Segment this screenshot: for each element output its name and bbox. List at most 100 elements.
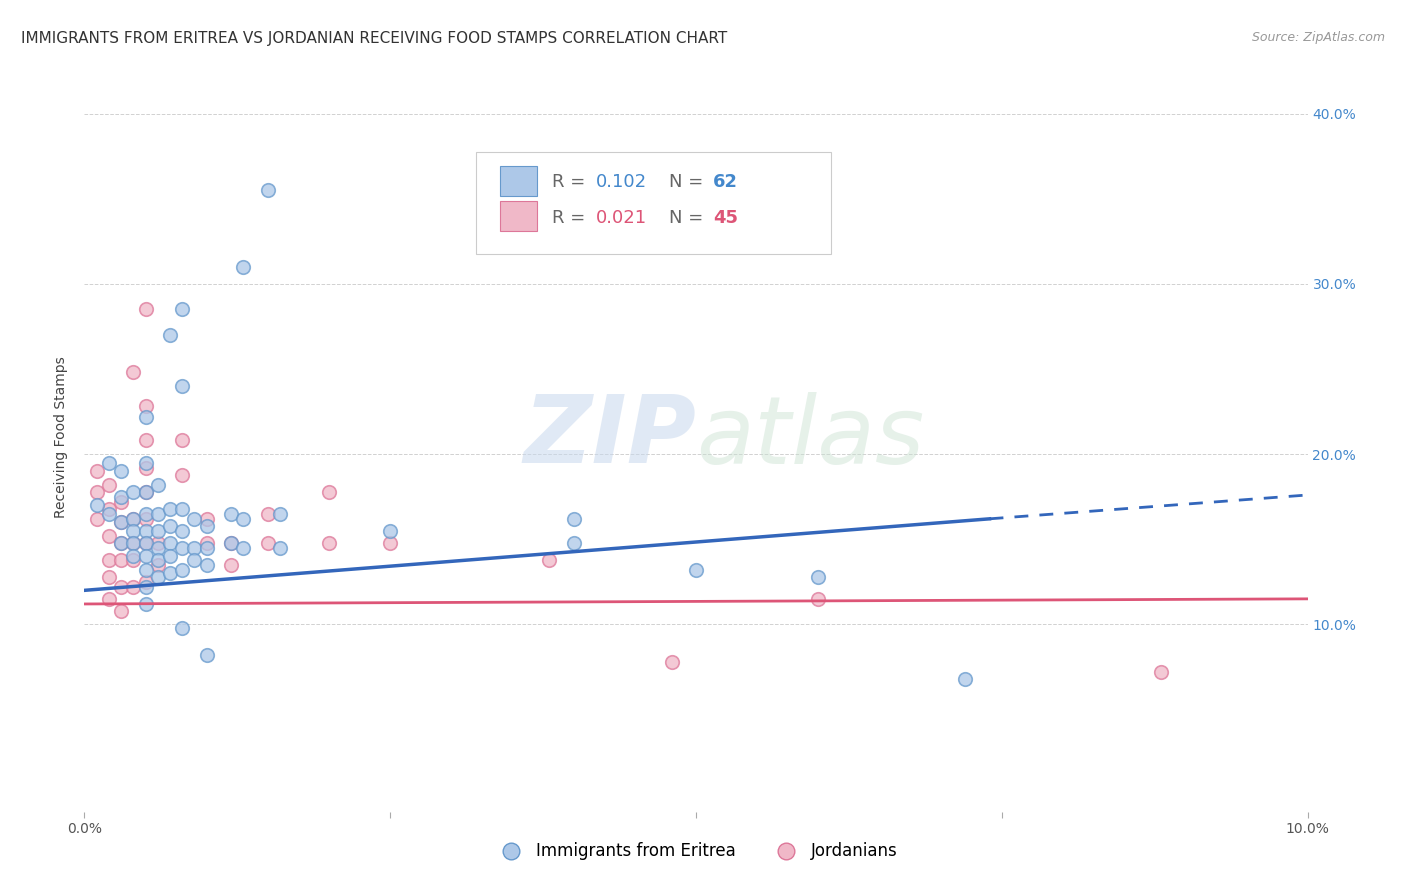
Bar xyxy=(501,166,537,196)
Point xyxy=(195,512,218,526)
Point xyxy=(146,552,169,566)
Point xyxy=(122,512,145,526)
Point xyxy=(122,552,145,566)
Point xyxy=(135,597,157,611)
Point xyxy=(172,434,194,448)
Point xyxy=(146,524,169,538)
Point xyxy=(183,552,205,566)
Point xyxy=(97,477,120,491)
Point xyxy=(86,512,108,526)
Point xyxy=(97,529,120,543)
Point xyxy=(135,535,157,549)
Point xyxy=(97,456,120,470)
Point xyxy=(135,434,157,448)
Point xyxy=(195,558,218,572)
Point xyxy=(110,535,132,549)
Point xyxy=(86,498,108,512)
Point xyxy=(97,501,120,516)
Point xyxy=(135,484,157,499)
Point xyxy=(110,535,132,549)
Point xyxy=(380,535,402,549)
Text: 0.021: 0.021 xyxy=(596,209,647,227)
Point xyxy=(380,524,402,538)
Point xyxy=(110,515,132,529)
Point xyxy=(219,507,242,521)
Point xyxy=(219,535,242,549)
Bar xyxy=(501,201,537,231)
Point xyxy=(135,563,157,577)
Point xyxy=(195,648,218,662)
Point xyxy=(172,379,194,393)
Point xyxy=(110,552,132,566)
Text: R =: R = xyxy=(551,209,591,227)
Point xyxy=(807,570,830,584)
Point xyxy=(257,507,280,521)
Text: atlas: atlas xyxy=(696,392,924,483)
Text: 0.102: 0.102 xyxy=(596,173,647,191)
Point xyxy=(183,541,205,555)
Point xyxy=(953,672,976,686)
Point xyxy=(172,501,194,516)
Point xyxy=(146,507,169,521)
Point xyxy=(146,570,169,584)
Point xyxy=(538,552,561,566)
Point xyxy=(135,484,157,499)
Point xyxy=(269,507,291,521)
Point xyxy=(146,477,169,491)
Point xyxy=(122,484,145,499)
Point xyxy=(159,549,181,564)
Point xyxy=(135,507,157,521)
Point xyxy=(122,524,145,538)
Point xyxy=(135,460,157,475)
Point xyxy=(219,558,242,572)
Point xyxy=(97,507,120,521)
Point xyxy=(135,535,157,549)
Point xyxy=(232,541,254,555)
Point xyxy=(122,535,145,549)
Point xyxy=(159,501,181,516)
Point xyxy=(86,464,108,478)
Point xyxy=(110,515,132,529)
Point xyxy=(562,512,585,526)
Point xyxy=(269,541,291,555)
Point xyxy=(159,518,181,533)
Point xyxy=(110,580,132,594)
Point xyxy=(172,563,194,577)
Point xyxy=(86,484,108,499)
Point xyxy=(807,591,830,606)
Point xyxy=(172,467,194,482)
Point xyxy=(685,563,707,577)
Text: ZIP: ZIP xyxy=(523,391,696,483)
Point xyxy=(146,558,169,572)
Point xyxy=(661,655,683,669)
Point xyxy=(183,512,205,526)
Point xyxy=(110,495,132,509)
Point xyxy=(135,409,157,424)
Text: N =: N = xyxy=(669,173,709,191)
Point xyxy=(195,541,218,555)
FancyBboxPatch shape xyxy=(475,153,831,253)
Point xyxy=(135,302,157,317)
Point xyxy=(159,327,181,342)
Point xyxy=(159,566,181,581)
Text: N =: N = xyxy=(669,209,709,227)
Point xyxy=(219,535,242,549)
Text: 45: 45 xyxy=(713,209,738,227)
Point xyxy=(159,535,181,549)
Text: 62: 62 xyxy=(713,173,738,191)
Point xyxy=(1150,665,1173,679)
Point xyxy=(122,535,145,549)
Point xyxy=(232,512,254,526)
Point xyxy=(257,535,280,549)
Point xyxy=(172,524,194,538)
Point xyxy=(110,464,132,478)
Point xyxy=(146,541,169,555)
Point xyxy=(122,549,145,564)
Point xyxy=(97,552,120,566)
Point xyxy=(135,549,157,564)
Point xyxy=(122,580,145,594)
Point xyxy=(135,400,157,414)
Legend: Immigrants from Eritrea, Jordanians: Immigrants from Eritrea, Jordanians xyxy=(488,836,904,867)
Text: R =: R = xyxy=(551,173,591,191)
Point xyxy=(172,541,194,555)
